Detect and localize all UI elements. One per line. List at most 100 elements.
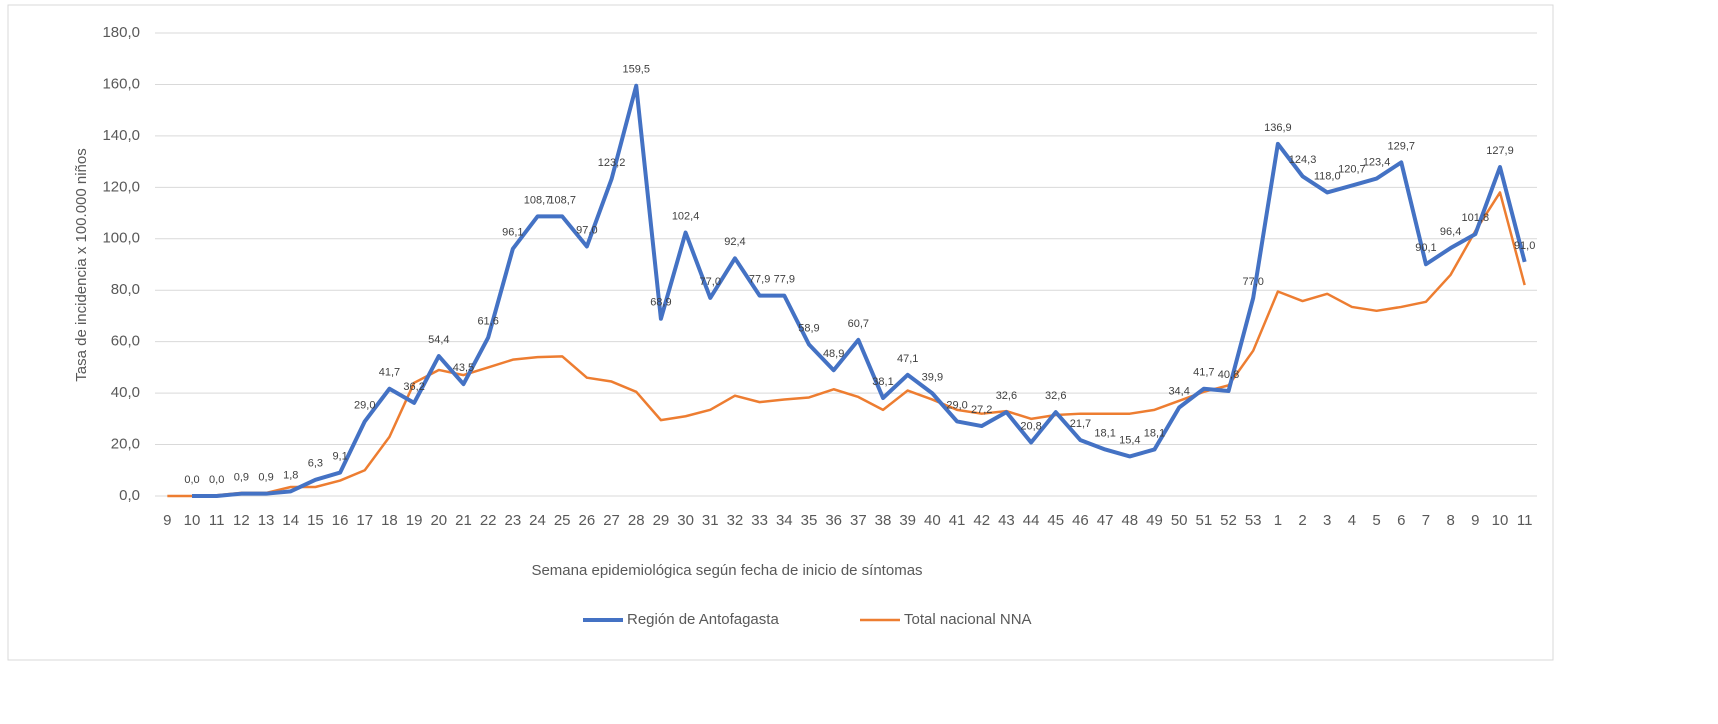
y-tick-label: 20,0 xyxy=(111,436,140,453)
data-label: 77,0 xyxy=(700,276,721,288)
x-tick-label: 52 xyxy=(1220,512,1237,529)
series-line xyxy=(167,191,1526,498)
data-label: 41,7 xyxy=(1193,367,1214,379)
data-label: 32,6 xyxy=(996,390,1017,402)
x-tick-label: 36 xyxy=(825,512,842,529)
data-label: 61,6 xyxy=(477,315,498,327)
chart-border xyxy=(7,4,1554,661)
data-label: 58,9 xyxy=(798,322,819,334)
y-tick-label: 60,0 xyxy=(111,333,140,350)
x-tick-label: 46 xyxy=(1072,512,1089,529)
data-label: 34,4 xyxy=(1168,385,1189,397)
data-label: 159,5 xyxy=(622,64,650,76)
x-tick-label: 7 xyxy=(1422,512,1430,529)
y-tick-label: 180,0 xyxy=(102,24,140,41)
data-label: 38,1 xyxy=(872,376,893,388)
data-label: 21,7 xyxy=(1070,418,1091,430)
y-tick-label: 160,0 xyxy=(102,75,140,92)
x-tick-label: 37 xyxy=(850,512,867,529)
data-label: 101,8 xyxy=(1462,212,1490,224)
x-tick-label: 25 xyxy=(554,512,571,529)
x-tick-label: 38 xyxy=(875,512,892,529)
data-label: 108,7 xyxy=(524,194,552,206)
x-tick-label: 14 xyxy=(282,512,299,529)
x-tick-label: 20 xyxy=(430,512,447,529)
data-label: 127,9 xyxy=(1486,145,1514,157)
x-tick-label: 41 xyxy=(949,512,966,529)
x-tick-label: 26 xyxy=(579,512,596,529)
data-label: 41,7 xyxy=(379,367,400,379)
data-label: 20,8 xyxy=(1020,420,1041,432)
data-label: 91,0 xyxy=(1514,240,1535,252)
data-label: 96,1 xyxy=(502,227,523,239)
x-tick-label: 16 xyxy=(332,512,349,529)
x-tick-label: 10 xyxy=(184,512,201,529)
data-label: 77,9 xyxy=(749,274,770,286)
x-tick-label: 44 xyxy=(1023,512,1040,529)
legend-label: Región de Antofagasta xyxy=(627,611,779,628)
data-label: 92,4 xyxy=(724,236,745,248)
x-tick-label: 51 xyxy=(1195,512,1212,529)
y-axis-title: Tasa de incidencia x 100.000 niños xyxy=(73,148,90,382)
y-tick-label: 80,0 xyxy=(111,281,140,298)
x-tick-label: 15 xyxy=(307,512,324,529)
data-label: 0,0 xyxy=(209,474,224,486)
data-label: 129,7 xyxy=(1388,140,1416,152)
x-tick-label: 18 xyxy=(381,512,398,529)
data-label: 102,4 xyxy=(672,211,700,223)
x-tick-label: 24 xyxy=(529,512,546,529)
x-tick-label: 39 xyxy=(899,512,916,529)
y-tick-label: 40,0 xyxy=(111,384,140,401)
data-label: 123,4 xyxy=(1363,156,1391,168)
x-tick-label: 49 xyxy=(1146,512,1163,529)
data-label: 29,0 xyxy=(946,399,967,411)
data-label: 77,0 xyxy=(1242,276,1263,288)
data-label: 18,1 xyxy=(1094,427,1115,439)
legend-label: Total nacional NNA xyxy=(904,611,1032,628)
data-label: 6,3 xyxy=(308,458,323,470)
x-tick-label: 9 xyxy=(163,512,171,529)
data-label: 43,5 xyxy=(453,362,474,374)
data-label: 0,9 xyxy=(258,472,273,484)
data-label: 0,0 xyxy=(184,474,199,486)
data-label: 39,9 xyxy=(922,371,943,383)
data-label: 54,4 xyxy=(428,334,449,346)
data-label: 36,2 xyxy=(403,381,424,393)
series-line xyxy=(192,83,1527,498)
x-tick-label: 10 xyxy=(1492,512,1509,529)
data-label: 18,1 xyxy=(1144,427,1165,439)
x-tick-label: 5 xyxy=(1372,512,1380,529)
data-label: 96,4 xyxy=(1440,226,1461,238)
x-tick-label: 31 xyxy=(702,512,719,529)
x-tick-label: 3 xyxy=(1323,512,1331,529)
x-tick-label: 29 xyxy=(653,512,670,529)
data-label: 32,6 xyxy=(1045,390,1066,402)
x-tick-label: 11 xyxy=(1517,512,1533,529)
x-tick-label: 28 xyxy=(628,512,645,529)
x-tick-label: 30 xyxy=(677,512,694,529)
x-tick-label: 9 xyxy=(1471,512,1479,529)
data-label: 15,4 xyxy=(1119,434,1140,446)
y-tick-label: 120,0 xyxy=(102,178,140,195)
x-tick-label: 34 xyxy=(776,512,793,529)
data-label: 29,0 xyxy=(354,399,375,411)
data-label: 48,9 xyxy=(823,348,844,360)
x-tick-label: 33 xyxy=(751,512,768,529)
x-tick-label: 1 xyxy=(1274,512,1282,529)
x-tick-label: 12 xyxy=(233,512,250,529)
x-tick-label: 53 xyxy=(1245,512,1262,529)
x-tick-label: 22 xyxy=(480,512,497,529)
x-tick-label: 32 xyxy=(727,512,744,529)
x-tick-label: 45 xyxy=(1047,512,1064,529)
x-tick-label: 48 xyxy=(1121,512,1138,529)
data-label: 60,7 xyxy=(848,318,869,330)
data-label: 120,7 xyxy=(1338,163,1366,175)
x-tick-label: 13 xyxy=(258,512,275,529)
x-tick-label: 23 xyxy=(504,512,521,529)
data-label: 97,0 xyxy=(576,224,597,236)
data-label: 108,7 xyxy=(548,194,576,206)
x-tick-label: 4 xyxy=(1348,512,1356,529)
x-tick-label: 21 xyxy=(455,512,472,529)
data-label: 124,3 xyxy=(1289,154,1317,166)
